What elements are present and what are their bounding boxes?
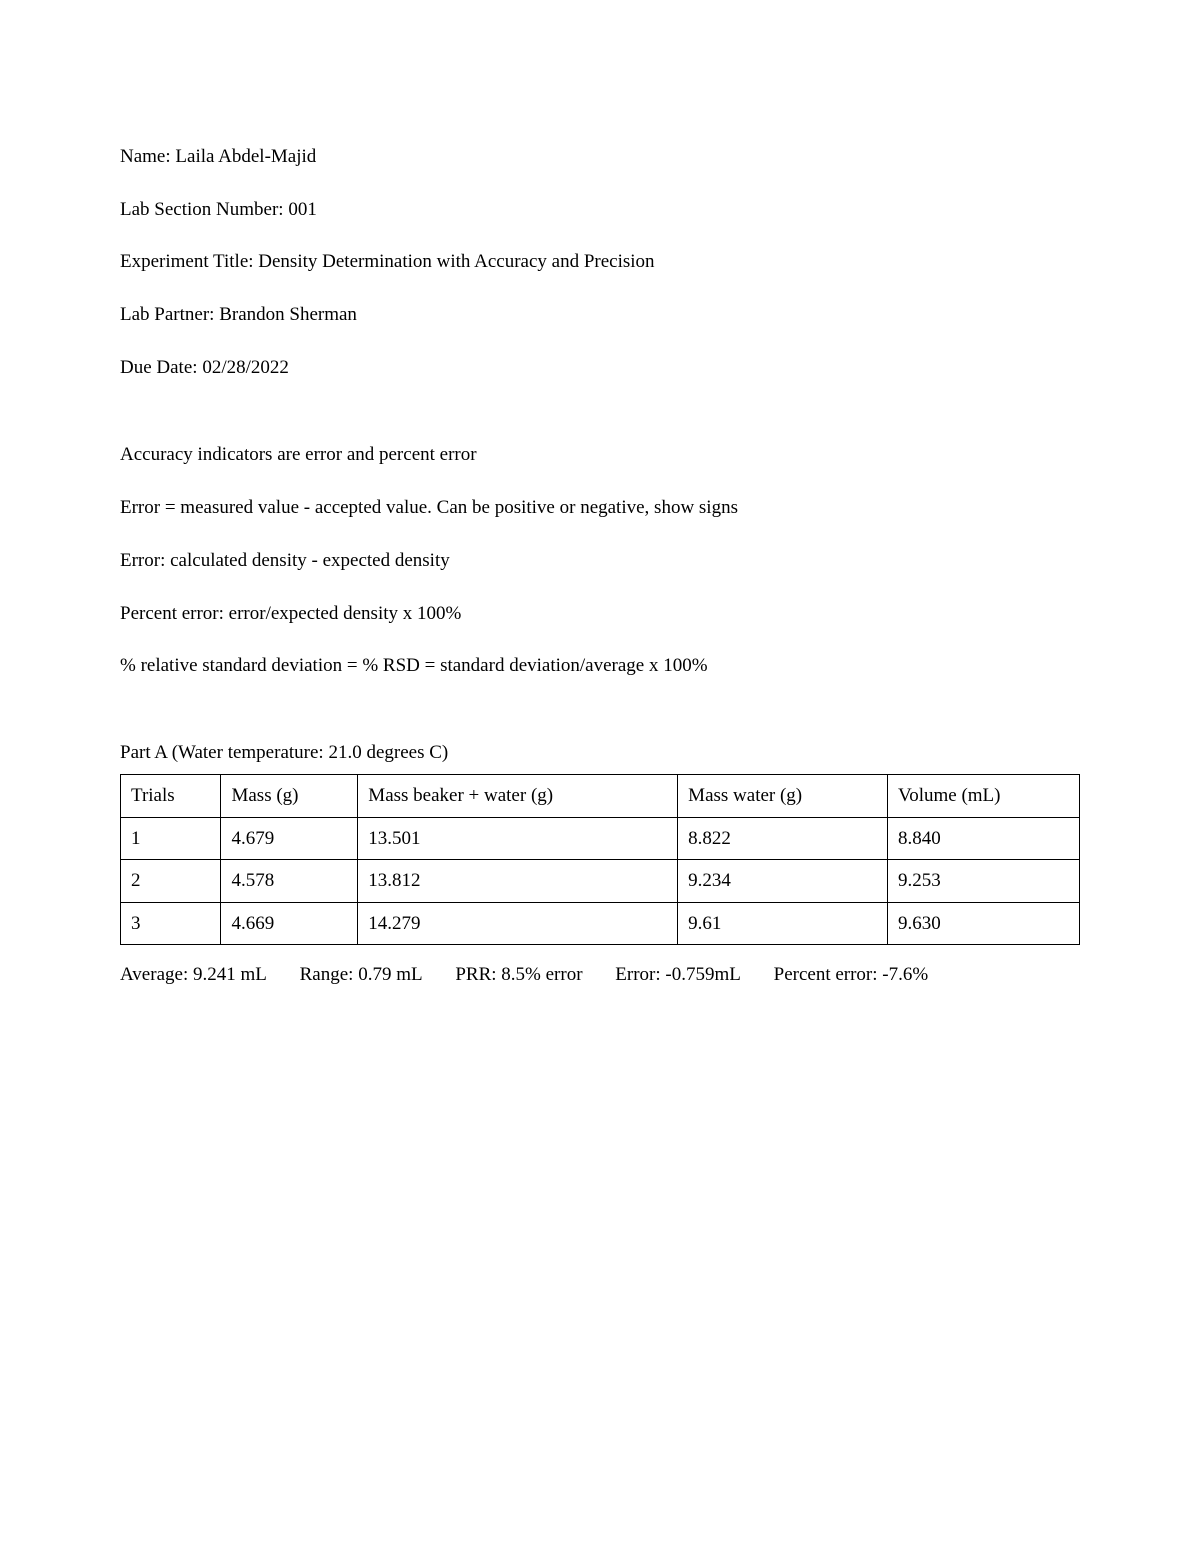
stat-average: Average: 9.241 mL	[120, 963, 267, 988]
cell-mass: 4.669	[221, 902, 358, 945]
table-row: 3 4.669 14.279 9.61 9.630	[121, 902, 1080, 945]
name-label: Name:	[120, 146, 175, 167]
part-a-section: Part A (Water temperature: 21.0 degrees …	[120, 742, 1080, 988]
due-date-line: Due Date: 02/28/2022	[120, 356, 1080, 381]
cell-trial: 1	[121, 817, 221, 860]
cell-trial: 3	[121, 902, 221, 945]
document-header: Name: Laila Abdel-Majid Lab Section Numb…	[120, 145, 1080, 380]
name-value: Laila Abdel-Majid	[175, 146, 316, 167]
cell-mass-water: 8.822	[678, 817, 888, 860]
stat-range: Range: 0.79 mL	[300, 963, 423, 988]
cell-mass-beaker-water: 13.501	[358, 817, 678, 860]
table-row: 1 4.679 13.501 8.822 8.840	[121, 817, 1080, 860]
cell-mass-water: 9.61	[678, 902, 888, 945]
average-label: Average:	[120, 964, 193, 985]
due-label: Due Date:	[120, 357, 202, 378]
cell-mass-water: 9.234	[678, 860, 888, 903]
cell-mass-beaker-water: 14.279	[358, 902, 678, 945]
part-a-title: Part A (Water temperature: 21.0 degrees …	[120, 742, 1080, 764]
due-value: 02/28/2022	[202, 357, 289, 378]
cell-trial: 2	[121, 860, 221, 903]
note-line-2: Error = measured value - accepted value.…	[120, 496, 1080, 521]
prr-value: 8.5% error	[501, 964, 582, 985]
name-line: Name: Laila Abdel-Majid	[120, 145, 1080, 170]
experiment-title-line: Experiment Title: Density Determination …	[120, 250, 1080, 275]
col-mass-beaker-water: Mass beaker + water (g)	[358, 774, 678, 817]
note-line-4: Percent error: error/expected density x …	[120, 602, 1080, 627]
note-line-1: Accuracy indicators are error and percen…	[120, 443, 1080, 468]
col-trials: Trials	[121, 774, 221, 817]
stat-error: Error: -0.759mL	[615, 963, 741, 988]
average-value: 9.241 mL	[193, 964, 267, 985]
part-a-table: Trials Mass (g) Mass beaker + water (g) …	[120, 774, 1080, 946]
note-line-5: % relative standard deviation = % RSD = …	[120, 654, 1080, 679]
percent-value: -7.6%	[882, 964, 928, 985]
prr-label: PRR:	[455, 964, 501, 985]
cell-volume: 8.840	[887, 817, 1079, 860]
title-label: Experiment Title:	[120, 251, 258, 272]
percent-label: Percent error:	[774, 964, 883, 985]
section-value: 001	[288, 199, 317, 220]
error-label: Error:	[615, 964, 665, 985]
section-label: Lab Section Number:	[120, 199, 288, 220]
table-header-row: Trials Mass (g) Mass beaker + water (g) …	[121, 774, 1080, 817]
stat-percent-error: Percent error: -7.6%	[774, 963, 929, 988]
note-line-3: Error: calculated density - expected den…	[120, 549, 1080, 574]
notes-section: Accuracy indicators are error and percen…	[120, 443, 1080, 678]
col-volume: Volume (mL)	[887, 774, 1079, 817]
error-value: -0.759mL	[665, 964, 740, 985]
partner-label: Lab Partner:	[120, 304, 219, 325]
range-label: Range:	[300, 964, 359, 985]
partner-line: Lab Partner: Brandon Sherman	[120, 303, 1080, 328]
cell-volume: 9.253	[887, 860, 1079, 903]
cell-mass-beaker-water: 13.812	[358, 860, 678, 903]
stat-prr: PRR: 8.5% error	[455, 963, 582, 988]
table-row: 2 4.578 13.812 9.234 9.253	[121, 860, 1080, 903]
col-mass-water: Mass water (g)	[678, 774, 888, 817]
range-value: 0.79 mL	[358, 964, 422, 985]
partner-value: Brandon Sherman	[219, 304, 357, 325]
part-a-stats: Average: 9.241 mL Range: 0.79 mL PRR: 8.…	[120, 963, 1080, 988]
cell-volume: 9.630	[887, 902, 1079, 945]
col-mass: Mass (g)	[221, 774, 358, 817]
cell-mass: 4.578	[221, 860, 358, 903]
title-value: Density Determination with Accuracy and …	[258, 251, 654, 272]
section-line: Lab Section Number: 001	[120, 198, 1080, 223]
cell-mass: 4.679	[221, 817, 358, 860]
